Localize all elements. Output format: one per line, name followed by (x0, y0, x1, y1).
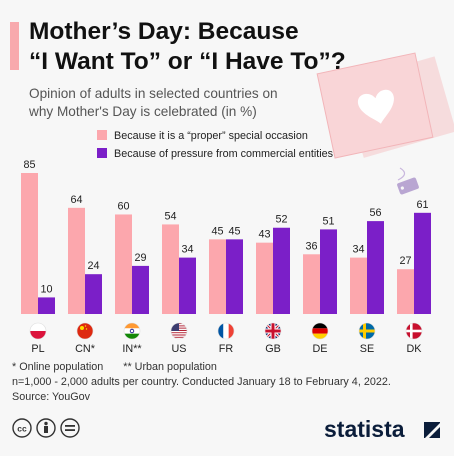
category-label: PL (31, 343, 44, 355)
page-title: Mother’s Day: Because “I Want To” or “I … (29, 17, 409, 77)
data-label: 52 (275, 214, 287, 226)
china-flag (76, 322, 94, 340)
methodology-note: n=1,000 - 2,000 adults per country. Cond… (12, 376, 391, 388)
legend-item-pressure: Because of pressure from commercial enti… (97, 147, 333, 165)
india-flag (123, 322, 141, 340)
license-icons: cc (12, 418, 80, 438)
data-label: 29 (134, 252, 146, 264)
heart-icon (357, 89, 394, 124)
data-label: 27 (399, 255, 411, 267)
statista-logo: statista (324, 414, 444, 449)
note-online: * Online population (12, 361, 104, 373)
title-line-1: Mother’s Day: Because (29, 18, 299, 45)
sweden-flag (358, 322, 376, 340)
envelope-heart-illustration (316, 52, 454, 195)
category-label: GB (265, 343, 281, 355)
bar-proper (68, 207, 85, 314)
data-label: 54 (164, 210, 176, 222)
data-label: 34 (181, 244, 193, 256)
bar-proper (209, 239, 226, 314)
cc-icon: cc (12, 418, 32, 438)
bar-pressure (226, 239, 243, 314)
bar-chart: 85 10 PL 64 24 CN* 60 29 IN** 54 34 US 45 45 FR 43 52 GB 3… (21, 159, 431, 355)
category-label: US (172, 343, 187, 355)
data-label: 10 (40, 283, 52, 295)
source-note: Source: YouGov (12, 391, 91, 403)
category-label: DE (313, 343, 328, 355)
legend-item-proper: Because it is a “proper” special occasio… (97, 129, 333, 147)
legend-label-pressure: Because of pressure from commercial enti… (114, 148, 334, 160)
bar-proper (162, 224, 179, 314)
poland-flag (29, 322, 47, 340)
category-label: SE (360, 343, 374, 355)
gift-tag-icon (397, 177, 419, 195)
data-label: 34 (352, 244, 364, 256)
france-flag (217, 322, 235, 340)
note-urban: ** Urban population (123, 361, 217, 373)
bar-proper (397, 269, 414, 314)
subtitle-line-2: why Mother's Day is celebrated (in %) (29, 104, 257, 119)
usa-flag (170, 322, 188, 340)
bar-pressure (414, 212, 431, 314)
data-label: 64 (70, 194, 82, 206)
denmark-flag (405, 322, 423, 340)
bar-proper (256, 242, 273, 314)
bar-pressure (179, 257, 196, 314)
data-label: 51 (322, 215, 334, 227)
category-label: IN** (122, 343, 142, 355)
category-label: FR (219, 343, 234, 355)
title-line-2: “I Want To” or “I Have To”? (29, 48, 346, 75)
title-accent-bar (10, 22, 19, 70)
bar-pressure (85, 274, 102, 314)
data-label: 61 (416, 199, 428, 211)
legend-label-proper: Because it is a “proper” special occasio… (114, 130, 308, 142)
bar-proper (115, 214, 132, 314)
bar-proper (350, 257, 367, 314)
statista-mark-icon (424, 422, 440, 438)
data-label: 56 (369, 207, 381, 219)
bar-pressure (273, 227, 290, 314)
legend-swatch-proper (97, 130, 107, 140)
bar-proper (303, 254, 320, 314)
person-attribution-icon (36, 418, 56, 438)
footnotes: * Online population ** Urban population … (12, 360, 391, 405)
uk-flag (264, 322, 282, 340)
bar-pressure (367, 221, 384, 314)
data-label: 36 (305, 240, 317, 252)
bar-pressure (38, 297, 55, 314)
category-label: CN* (75, 343, 96, 355)
equals-noderivs-icon (60, 418, 80, 438)
data-label: 24 (87, 260, 99, 272)
category-label: DK (407, 343, 423, 355)
svg-text:cc: cc (17, 424, 27, 434)
chart-legend: Because it is a “proper” special occasio… (97, 129, 333, 165)
germany-flag (311, 322, 329, 340)
bar-proper (21, 173, 38, 314)
data-label: 45 (228, 225, 240, 237)
data-label: 43 (258, 229, 270, 241)
data-label: 45 (211, 225, 223, 237)
data-label: 60 (117, 200, 129, 212)
bar-pressure (132, 265, 149, 314)
statista-wordmark: statista (324, 416, 405, 442)
subtitle: Opinion of adults in selected countries … (29, 85, 329, 121)
legend-swatch-pressure (97, 148, 107, 158)
data-label: 85 (23, 159, 35, 171)
bar-pressure (320, 229, 337, 314)
subtitle-line-1: Opinion of adults in selected countries … (29, 86, 278, 101)
